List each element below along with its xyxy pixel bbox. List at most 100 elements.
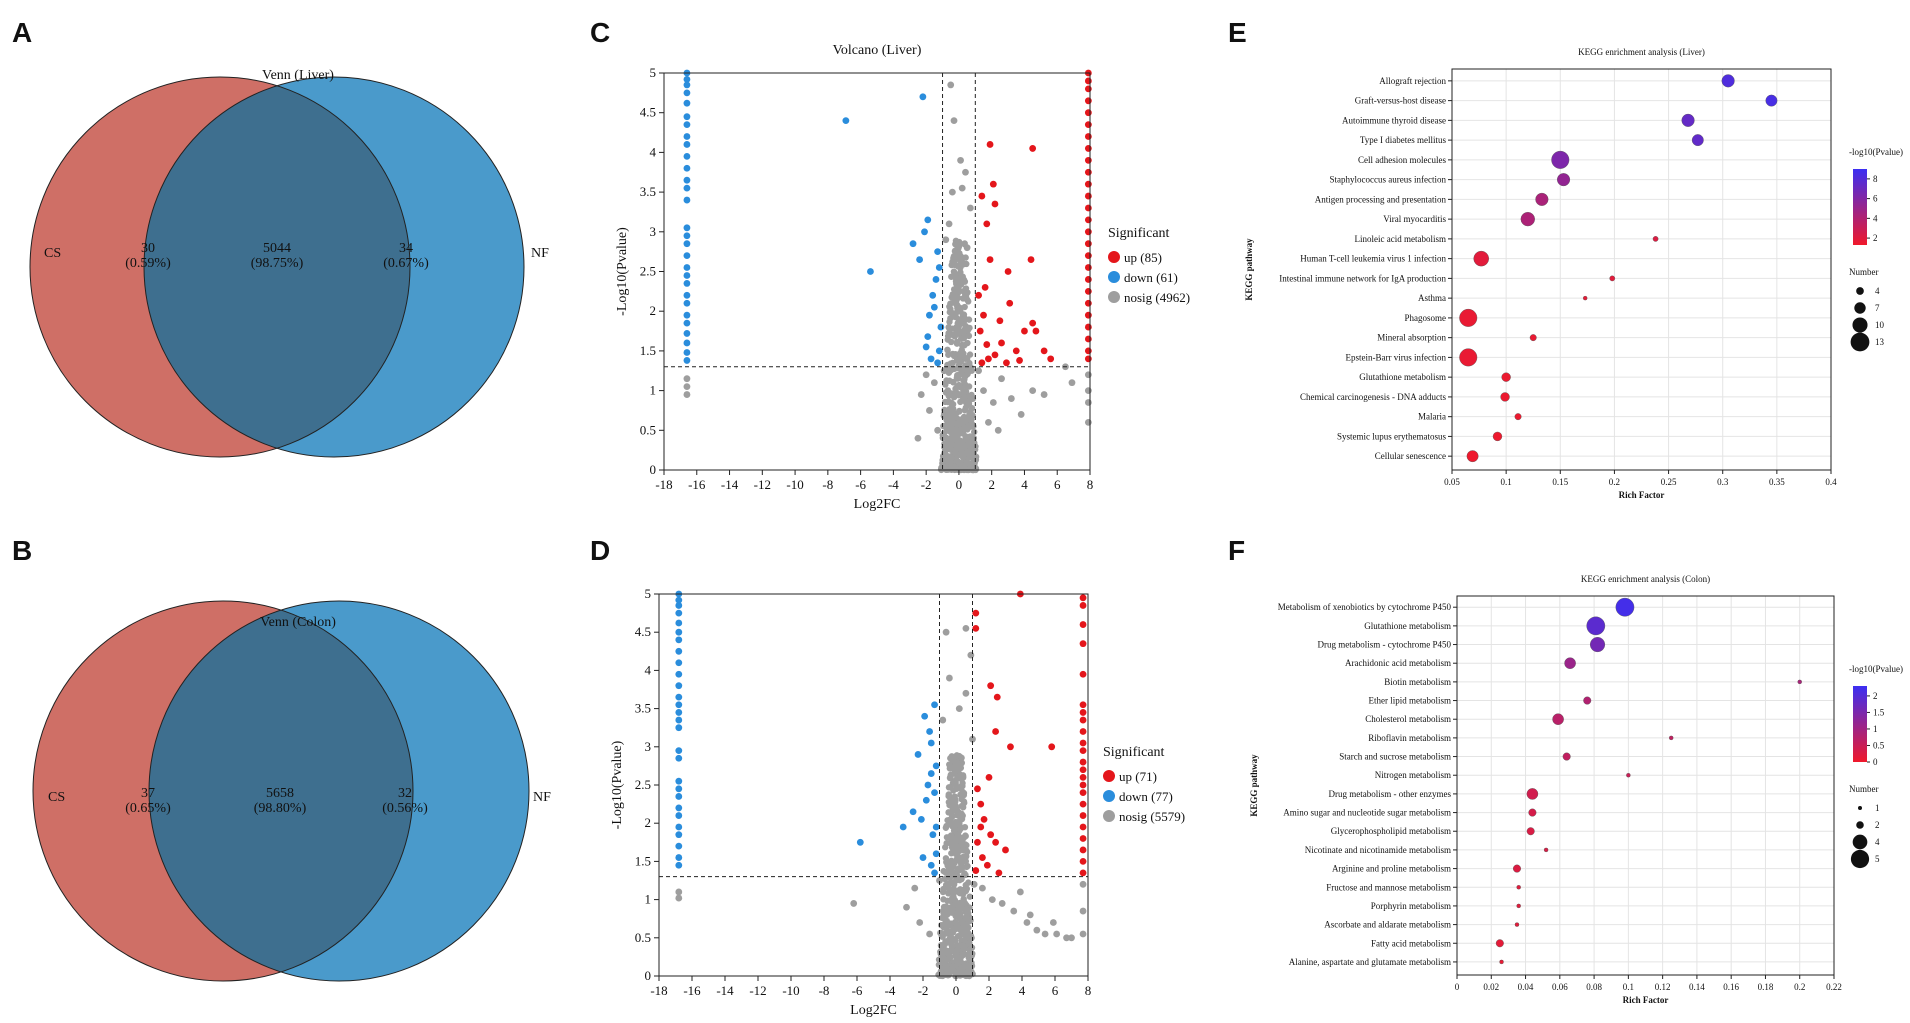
size-tick-label: 7 [1875,303,1880,313]
nosig-cloud-point [951,887,958,894]
up-point [1006,299,1014,307]
nosig-cloud-point [959,788,966,795]
down-point [909,808,917,816]
down-point [927,355,935,363]
x-tick-label: 4 [1021,477,1028,492]
up-point [1084,276,1092,283]
nosig-cloud-point [955,969,962,977]
down-point [675,831,683,839]
bubble [1520,212,1535,227]
up-point [998,339,1005,347]
up-point [1084,252,1092,260]
nosig-cloud-point [951,333,959,340]
size-tick-label: 2 [1875,820,1880,830]
pathway-label: Amino sugar and nucleotide sugar metabol… [1283,808,1451,818]
down-point [937,323,945,331]
up-point [1029,145,1037,152]
pathway-label: Staphylococcus aureus infection [1330,175,1447,185]
x-tick-label: -2 [918,983,929,998]
color-tick-label: 1 [1873,724,1878,734]
nosig-cloud-point [950,894,957,901]
x-tick-label: 0.35 [1769,477,1785,487]
pathway-label: Glycerophospholipid metabolism [1331,826,1451,836]
color-legend-title: -log10(Pvalue) [1849,147,1903,157]
up-point [976,327,984,335]
nosig-cloud-point [966,939,973,947]
nosig-point [942,628,950,636]
nosig-point [998,375,1005,383]
nosig-point [1041,930,1049,938]
nosig-cloud-point [945,351,952,358]
nosig-cloud-point [960,846,967,854]
bubble [1529,334,1537,342]
nosig-cloud-point [944,346,951,353]
x-tick-label: 0.25 [1661,477,1677,487]
down-point [921,712,929,720]
nosig-cloud-point [949,879,956,887]
up-point [986,256,994,263]
venn-cs-pct: (0.65%) [125,801,171,816]
nosig-point [942,236,950,244]
nosig-point [989,399,997,406]
nosig-cloud-point [944,423,951,430]
y-tick-label: 1.5 [640,343,656,358]
chart-title: Volcano (Liver) [833,43,922,58]
nosig-cloud-point [959,260,967,267]
up-point [991,200,999,208]
nosig-cloud-point [948,822,956,830]
up-point [1084,335,1092,343]
nosig-cloud-point [948,413,955,420]
pathway-label: Porphyrin metabolism [1371,901,1451,911]
nosig-cloud-point [942,956,950,964]
x-tick-label: 0.14 [1689,982,1705,992]
nosig-cloud-point [956,441,964,449]
pathway-label: Arginine and proline metabolism [1332,864,1451,874]
down-point [675,701,683,709]
chart-title: KEGG enrichment analysis (Colon) [1581,574,1710,584]
up-point [1029,319,1037,327]
up-point [1079,758,1087,766]
up-point [1016,357,1023,364]
up-point [1084,109,1092,117]
bubble [1652,236,1659,242]
nosig-cloud-point [959,335,967,342]
down-point [675,777,683,785]
nosig-point [930,379,938,387]
bubble [1495,939,1504,948]
down-point [856,838,864,846]
venn-nf-pct: (0.67%) [383,256,429,271]
down-point [927,770,935,777]
bubble [1586,616,1606,636]
pathway-label: Starch and sucrose metabolism [1339,752,1451,762]
nosig-cloud-point [939,460,946,467]
panel-letter-e: E [1228,17,1247,48]
up-point [1084,347,1092,355]
legend-label-down: down (61) [1124,270,1178,285]
up-point [1079,781,1087,789]
nosig-point [850,900,858,907]
nosig-cloud-point [952,429,959,436]
pathway-label: Cholesterol metabolism [1365,714,1451,724]
legend-label-nosig: nosig (5579) [1119,809,1185,824]
down-point [930,303,938,311]
down-point [934,248,942,256]
y-tick-label: 4 [650,144,657,159]
nosig-point [1040,391,1048,398]
bubble [1615,597,1635,617]
nosig-point [675,894,683,902]
nosig-point [1010,907,1018,915]
size-tick-label: 5 [1875,854,1880,864]
x-tick-label: 0.12 [1655,982,1671,992]
color-tick-label: 1.5 [1873,707,1885,717]
venn-outline-nf [143,76,525,458]
venn-title: Venn (Colon) [260,615,336,630]
up-point [1084,192,1092,200]
nosig-point [994,426,1002,434]
nosig-cloud-point [948,857,955,865]
nosig-cloud-point [953,391,960,398]
nosig-cloud-point [957,813,964,821]
nosig-point [1017,411,1025,418]
nosig-point [1063,934,1070,942]
down-point [683,184,691,192]
